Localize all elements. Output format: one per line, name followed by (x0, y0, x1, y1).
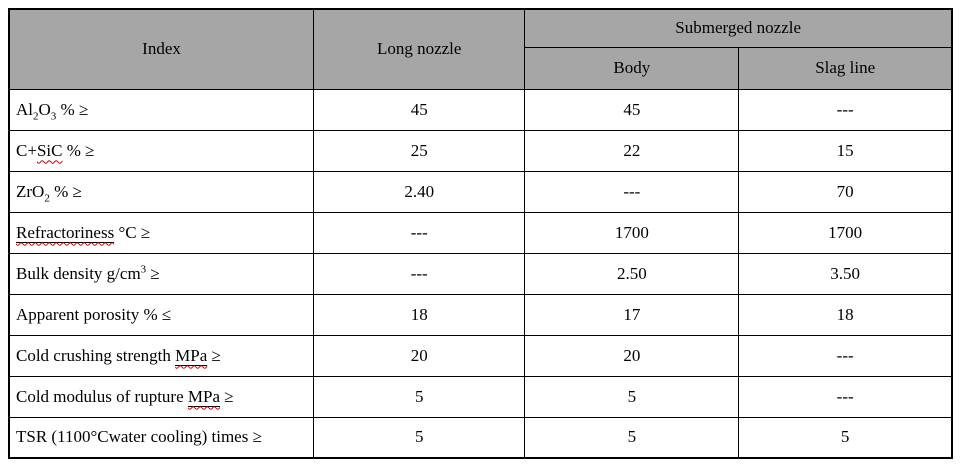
row-label: Cold crushing strength MPa ≥ (8, 334, 315, 377)
table-row: Al2O3 % ≥45 45 --- (8, 88, 953, 131)
value-cell-body: 17 (524, 293, 740, 336)
value-cell-slag-line: 70 (738, 170, 953, 213)
misspelled-word: MPa (187, 386, 221, 407)
nozzle-spec-table: Index Long nozzle Submerged nozzle Body … (8, 8, 953, 459)
value-cell-body: --- (524, 170, 740, 213)
value-cell-slag-line: 1700 (738, 211, 953, 254)
value-cell-long-nozzle: 20 (313, 334, 526, 377)
header-long-nozzle: Long nozzle (313, 8, 526, 90)
value-cell-slag-line: 3.50 (738, 252, 953, 295)
table-row: Apparent porosity % ≤18 17 18 (8, 293, 953, 336)
row-label: Refractoriness °C ≥ (8, 211, 315, 254)
header-index: Index (8, 8, 315, 90)
row-label: ZrO2 % ≥ (8, 170, 315, 213)
row-label: C+SiC % ≥ (8, 129, 315, 172)
row-label: Apparent porosity % ≤ (8, 293, 315, 336)
value-cell-body: 2.50 (524, 252, 740, 295)
value-cell-body: 22 (524, 129, 740, 172)
table-row: Refractoriness °C ≥ --- 1700 1700 (8, 211, 953, 254)
value-cell-slag-line: --- (738, 334, 953, 377)
header-row-sub: Body Slag line (9, 46, 953, 90)
value-cell-slag-line: 15 (738, 129, 953, 172)
table-row: Cold modulus of rupture MPa ≥5 5 --- (8, 375, 953, 418)
table-header: Index Long nozzle Submerged nozzle Body … (8, 8, 953, 90)
value-cell-long-nozzle: 45 (313, 88, 526, 131)
value-cell-body: 20 (524, 334, 740, 377)
value-cell-slag-line: 5 (738, 416, 953, 459)
value-cell-body: 5 (524, 375, 740, 418)
value-cell-body: 5 (524, 416, 740, 459)
value-cell-slag-line: 18 (738, 293, 953, 336)
value-cell-long-nozzle: 18 (313, 293, 526, 336)
row-label: Al2O3 % ≥ (8, 88, 315, 131)
misspelled-word: MPa (175, 345, 208, 366)
misspelled-word: Refractoriness (16, 222, 115, 243)
row-label: TSR (1100°Cwater cooling) times ≥ (8, 416, 315, 459)
header-body: Body (524, 46, 740, 90)
table-row: Cold crushing strength MPa ≥20 20 --- (8, 334, 953, 377)
value-cell-long-nozzle: --- (313, 211, 526, 254)
table-body: Al2O3 % ≥45 45 --- C+SiC % ≥25 22 15 ZrO2 % ≥2… (8, 88, 953, 459)
value-cell-slag-line: --- (738, 88, 953, 131)
header-slag-line: Slag line (738, 46, 953, 90)
header-submerged-nozzle: Submerged nozzle (524, 8, 953, 48)
value-cell-long-nozzle: 2.40 (313, 170, 526, 213)
value-cell-slag-line: --- (738, 375, 953, 418)
row-label: Cold modulus of rupture MPa ≥ (8, 375, 315, 418)
row-label: Bulk density g/cm3 ≥ (8, 252, 315, 295)
table-row: ZrO2 % ≥2.40 --- 70 (8, 170, 953, 213)
table-row: Bulk density g/cm3 ≥ --- 2.50 3.50 (8, 252, 953, 295)
value-cell-long-nozzle: 5 (313, 416, 526, 459)
value-cell-long-nozzle: 25 (313, 129, 526, 172)
header-row-top: Index Long nozzle Submerged nozzle (8, 8, 953, 90)
value-cell-body: 1700 (524, 211, 740, 254)
value-cell-long-nozzle: 5 (313, 375, 526, 418)
table-row: TSR (1100°Cwater cooling) times ≥5 5 5 (8, 416, 953, 459)
value-cell-long-nozzle: --- (313, 252, 526, 295)
table-row: C+SiC % ≥25 22 15 (8, 129, 953, 172)
value-cell-body: 45 (524, 88, 740, 131)
misspelled-word: SiC (36, 140, 63, 160)
